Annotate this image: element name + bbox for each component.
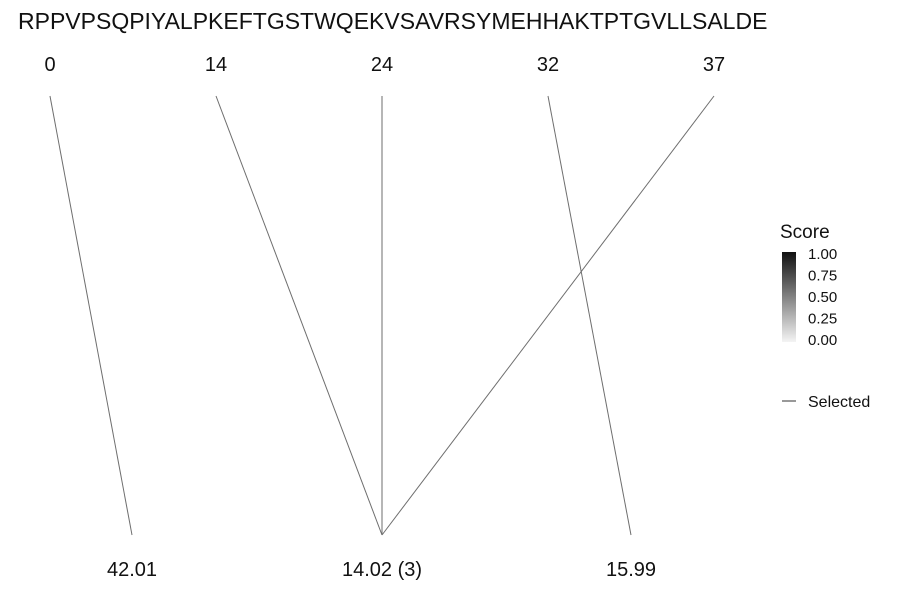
links-layer bbox=[49, 95, 715, 536]
score-legend: Score 1.00 0.75 0.50 0.25 0.00 Selected bbox=[780, 222, 870, 411]
modification-link bbox=[381, 95, 715, 536]
position-label: 0 bbox=[44, 54, 55, 76]
legend-tick-label: 0.25 bbox=[808, 311, 837, 328]
score-colorbar bbox=[782, 252, 796, 342]
mass-shift-label: 42.01 bbox=[107, 559, 157, 581]
modification-link bbox=[49, 95, 133, 536]
legend-selected-label: Selected bbox=[808, 394, 870, 411]
legend-tick-label: 1.00 bbox=[808, 246, 837, 263]
modification-link bbox=[215, 95, 383, 536]
peptide-sequence: RPPVPSQPIYALPKEFTGSTWQEKVSAVRSYMEHHAKTPT… bbox=[18, 8, 767, 34]
position-label: 32 bbox=[537, 54, 559, 76]
mass-shift-label: 15.99 bbox=[606, 559, 656, 581]
position-label: 24 bbox=[371, 54, 393, 76]
legend-tick-label: 0.75 bbox=[808, 268, 837, 285]
modification-link bbox=[547, 95, 632, 536]
position-label: 37 bbox=[703, 54, 725, 76]
masses-layer: 42.01 14.02 (3) 15.99 bbox=[107, 559, 656, 581]
legend-title: Score bbox=[780, 222, 830, 243]
positions-layer: 0 14 24 32 37 bbox=[44, 54, 725, 76]
legend-ticks: 1.00 0.75 0.50 0.25 0.00 bbox=[808, 246, 837, 349]
legend-tick-label: 0.50 bbox=[808, 289, 837, 306]
legend-tick-label: 0.00 bbox=[808, 332, 837, 349]
mass-shift-label: 14.02 (3) bbox=[342, 559, 422, 581]
position-label: 14 bbox=[205, 54, 227, 76]
